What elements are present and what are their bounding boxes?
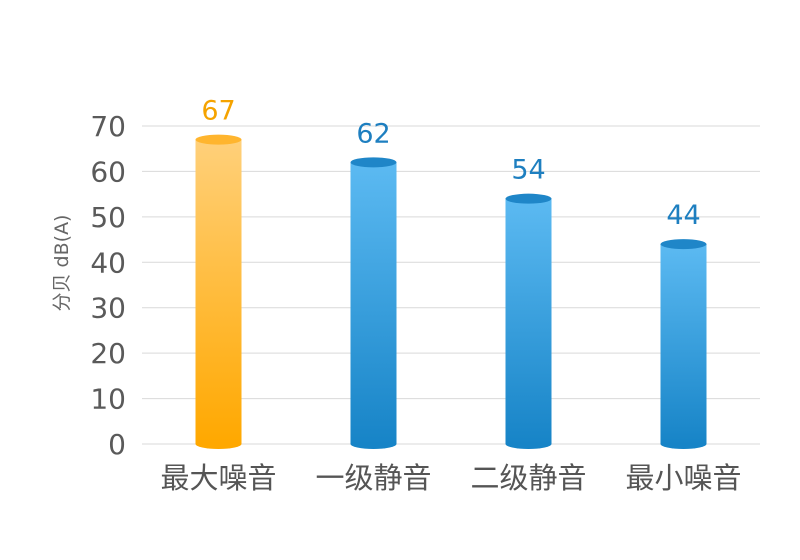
value-label: 62 bbox=[356, 118, 390, 149]
bar-body bbox=[660, 244, 707, 444]
y-tick-label: 50 bbox=[90, 201, 126, 234]
bars bbox=[195, 134, 707, 449]
bar bbox=[505, 193, 552, 449]
y-tick-label: 40 bbox=[90, 246, 126, 279]
bar bbox=[195, 134, 242, 449]
x-category-label: 最大噪音 bbox=[160, 461, 276, 495]
y-tick-label: 60 bbox=[90, 155, 126, 188]
bar-cap bbox=[505, 193, 552, 204]
bar-body bbox=[505, 198, 552, 444]
x-category-label: 一级静音 bbox=[315, 461, 431, 495]
x-category-label: 二级静音 bbox=[470, 461, 586, 495]
bar-body bbox=[350, 162, 397, 445]
x-category-label: 最小噪音 bbox=[625, 461, 741, 495]
value-labels: 67 62 54 44 bbox=[201, 96, 700, 231]
x-axis-categories: 最大噪音 一级静音 二级静音 最小噪音 bbox=[160, 461, 741, 495]
bar-cap bbox=[350, 157, 397, 168]
y-tick-label: 70 bbox=[90, 110, 126, 143]
bar-cap bbox=[660, 239, 707, 250]
y-tick-label: 10 bbox=[90, 383, 126, 416]
bar bbox=[350, 157, 397, 449]
bar-cap bbox=[195, 134, 242, 145]
y-axis-title: 分贝 dB(A) bbox=[51, 215, 73, 312]
value-label: 54 bbox=[511, 155, 545, 186]
bar-body bbox=[195, 139, 242, 444]
bar bbox=[660, 239, 707, 449]
value-label: 44 bbox=[666, 200, 700, 231]
value-label: 67 bbox=[201, 96, 235, 127]
y-tick-label: 30 bbox=[90, 292, 126, 325]
y-axis-ticks: 0 10 20 30 40 50 60 70 bbox=[90, 110, 126, 461]
y-tick-label: 20 bbox=[90, 337, 126, 370]
y-tick-label: 0 bbox=[108, 428, 126, 461]
gridlines bbox=[142, 125, 760, 445]
